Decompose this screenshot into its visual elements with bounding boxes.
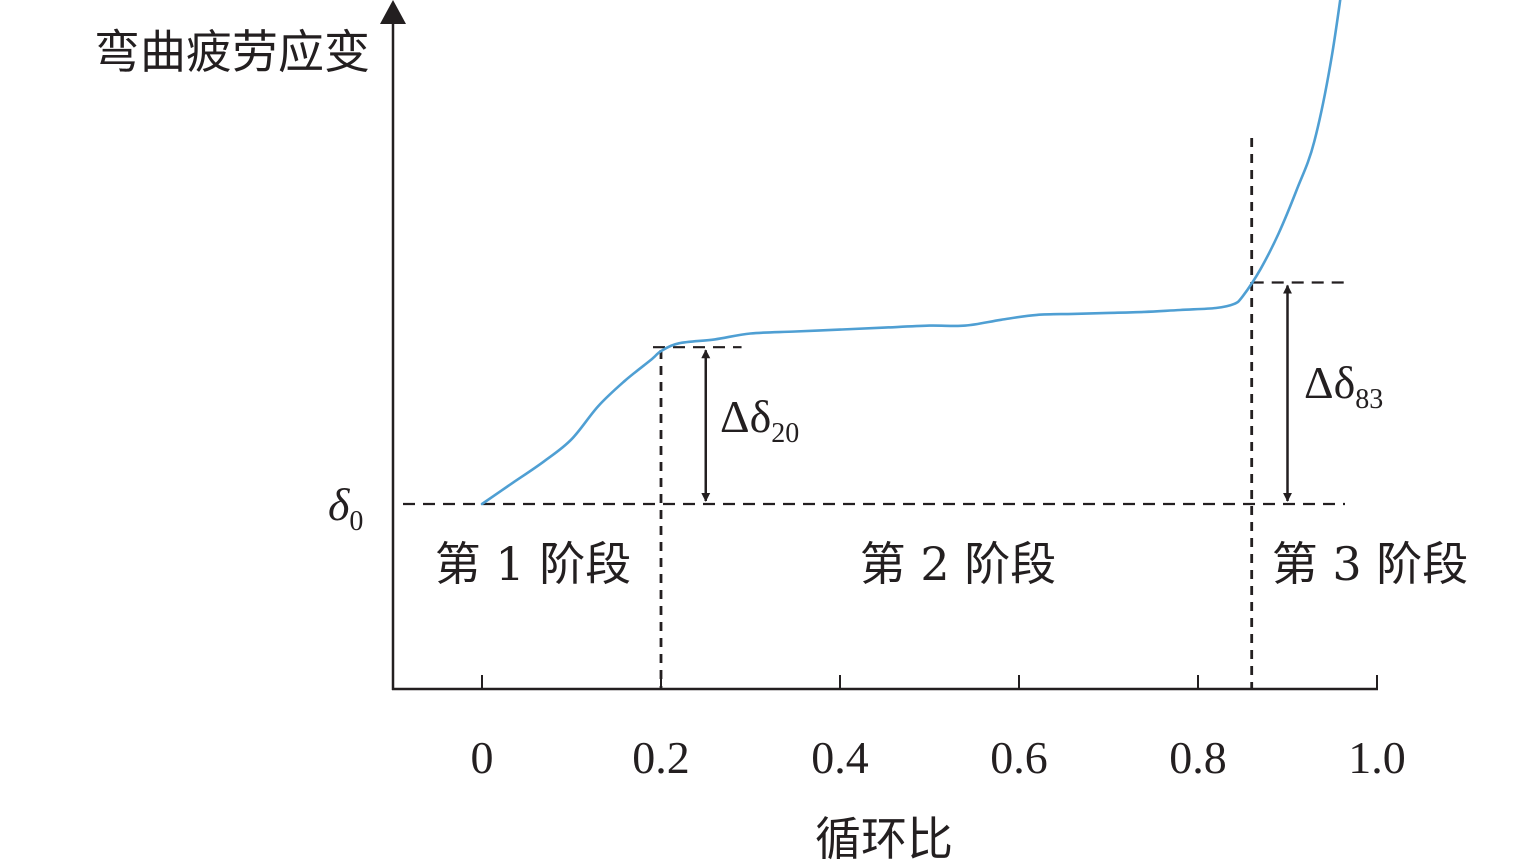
x-axis-ticks: 0 0.2 0.4 0.6 0.8 1.0 (471, 675, 1406, 783)
x-tick-label: 0 (471, 732, 494, 783)
x-tick-label: 0.8 (1169, 732, 1227, 783)
stage-2-label: 第 2 阶段 (860, 537, 1057, 591)
x-tick-label: 0.2 (632, 732, 690, 783)
delta-label-20: Δδ20 (720, 391, 799, 449)
delta-83-symbol: Δδ (1304, 357, 1355, 408)
stage-1-label: 第 1 阶段 (435, 537, 632, 591)
y-axis-label: 弯曲疲劳应变 (94, 25, 370, 79)
delta-83-subscript: 83 (1355, 384, 1383, 415)
delta-20-symbol: Δδ (720, 391, 771, 442)
baseline-symbol: δ (328, 479, 350, 530)
x-tick-label: 0.4 (811, 732, 869, 783)
strain-curve (480, 0, 1342, 506)
x-tick-label: 0.6 (990, 732, 1048, 783)
x-tick-label: 1.0 (1348, 732, 1406, 783)
baseline-label: δ0 (328, 479, 363, 537)
delta-20-subscript: 20 (771, 418, 799, 449)
delta-label-83: Δδ83 (1304, 357, 1383, 415)
y-axis-arrowhead (380, 0, 406, 24)
x-axis-label: 循环比 (815, 812, 953, 865)
stage-3-label: 第 3 阶段 (1272, 537, 1469, 591)
baseline-subscript: 0 (349, 506, 363, 537)
